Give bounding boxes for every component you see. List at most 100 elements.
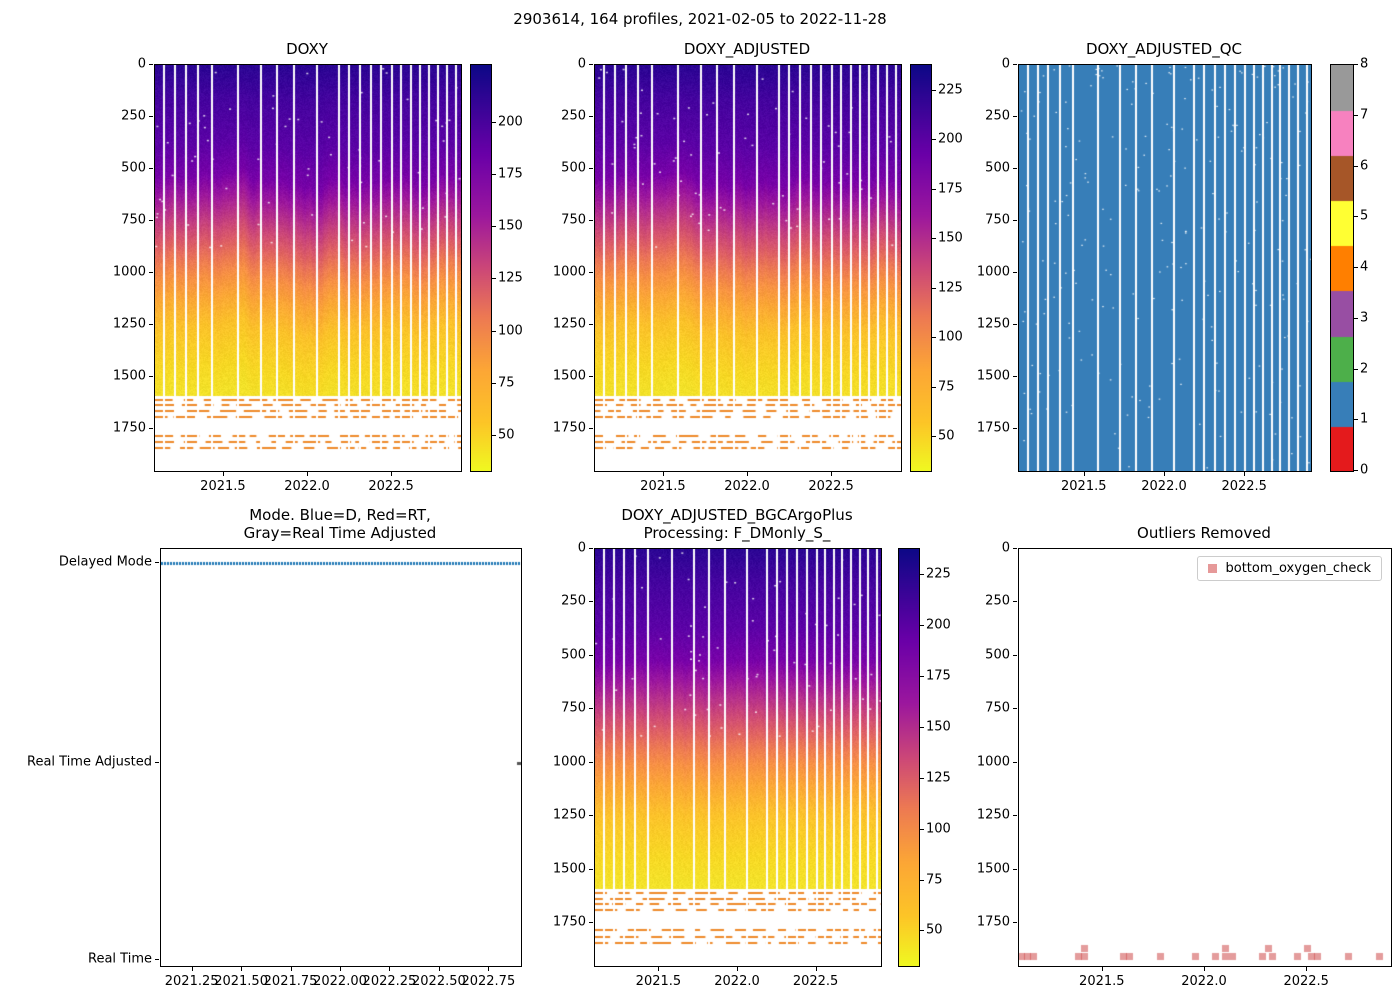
mode-scatter-canvas bbox=[160, 548, 522, 967]
y-tick-label: 750 bbox=[985, 212, 1010, 228]
colorbar-tick-label: 200 bbox=[498, 114, 523, 130]
colorbar-tick-mark bbox=[920, 930, 924, 932]
colorbar-tick-mark bbox=[1354, 64, 1358, 65]
colorbar-tick-mark bbox=[1354, 165, 1358, 167]
colorbar-tick-label: 50 bbox=[938, 428, 955, 444]
panel-bgc-title: DOXY_ADJUSTED_BGCArgoPlus Processing: F_… bbox=[621, 506, 853, 542]
y-tick-label: 250 bbox=[561, 593, 586, 609]
colorbar-tick-mark bbox=[920, 574, 924, 576]
y-tick-mark bbox=[1013, 815, 1017, 817]
colorbar-tick-mark bbox=[1354, 114, 1358, 116]
y-tick-mark bbox=[589, 324, 593, 326]
x-tick-mark bbox=[831, 472, 833, 476]
colorbar-tick-label: 150 bbox=[926, 719, 951, 735]
colorbar-tick-label: 200 bbox=[926, 617, 951, 633]
colorbar-tick-mark bbox=[932, 238, 936, 240]
colorbar-tick-label: 150 bbox=[498, 218, 523, 234]
outliers-scatter-canvas bbox=[1018, 548, 1392, 967]
panel-adjusted-title: DOXY_ADJUSTED bbox=[683, 40, 811, 58]
x-tick-mark bbox=[389, 967, 391, 971]
colorbar-tick-label: 100 bbox=[498, 323, 523, 338]
y-tick-label: 500 bbox=[985, 647, 1010, 663]
y-tick-mark bbox=[149, 376, 153, 378]
adjusted-heatmap-canvas bbox=[594, 64, 902, 472]
y-tick-label: Real Time Adjusted bbox=[27, 754, 152, 770]
y-tick-mark bbox=[1013, 922, 1017, 924]
bgc-colorbar bbox=[898, 548, 920, 967]
colorbar-tick-mark bbox=[920, 777, 924, 779]
x-tick-mark bbox=[290, 967, 292, 971]
x-tick-label: 2021.5 bbox=[635, 974, 682, 989]
y-tick-mark bbox=[1013, 64, 1017, 65]
colorbar-tick-mark bbox=[932, 139, 936, 141]
colorbar-tick-mark bbox=[1354, 470, 1358, 471]
x-tick-label: 2022.50 bbox=[412, 974, 466, 989]
figure-suptitle: 2903614, 164 profiles, 2021-02-05 to 202… bbox=[513, 10, 887, 28]
x-tick-mark bbox=[1101, 967, 1103, 971]
y-tick-label: Delayed Mode bbox=[58, 554, 152, 570]
x-tick-label: 2022.5 bbox=[1221, 479, 1267, 494]
colorbar-tick-mark bbox=[492, 330, 496, 332]
y-tick-mark bbox=[155, 761, 159, 763]
x-tick-mark bbox=[438, 967, 440, 971]
y-tick-mark bbox=[1013, 708, 1017, 710]
y-tick-label: 750 bbox=[985, 700, 1010, 716]
colorbar-tick-label: 50 bbox=[926, 922, 943, 938]
y-tick-label: 1250 bbox=[976, 807, 1010, 823]
colorbar-tick-mark bbox=[492, 122, 496, 124]
x-tick-mark bbox=[241, 967, 243, 971]
colorbar-tick-label: 5 bbox=[1360, 208, 1369, 224]
colorbar-tick-label: 7 bbox=[1360, 107, 1369, 123]
y-tick-mark bbox=[1013, 220, 1017, 222]
x-tick-label: 2022.5 bbox=[1283, 974, 1329, 989]
x-tick-mark bbox=[1306, 967, 1308, 971]
y-tick-mark bbox=[589, 428, 593, 430]
doxy-heatmap-canvas bbox=[154, 64, 462, 472]
y-tick-mark bbox=[589, 761, 593, 763]
x-tick-label: 2022.0 bbox=[724, 479, 770, 494]
y-tick-mark bbox=[589, 220, 593, 222]
y-tick-mark bbox=[589, 116, 593, 118]
y-tick-mark bbox=[1013, 654, 1017, 656]
y-tick-label: 0 bbox=[1001, 56, 1010, 72]
colorbar-tick-label: 200 bbox=[938, 131, 963, 147]
x-tick-mark bbox=[747, 472, 748, 476]
colorbar-tick-label: 50 bbox=[498, 427, 515, 443]
colorbar-tick-mark bbox=[1354, 368, 1358, 370]
doxy-colorbar bbox=[470, 64, 492, 472]
y-tick-label: 1750 bbox=[112, 420, 146, 436]
y-tick-mark bbox=[149, 116, 153, 118]
x-tick-mark bbox=[191, 967, 193, 971]
y-tick-label: 500 bbox=[561, 160, 586, 176]
colorbar-tick-mark bbox=[932, 89, 936, 91]
x-tick-label: 2021.5 bbox=[1061, 479, 1107, 494]
colorbar-tick-mark bbox=[932, 436, 936, 438]
y-tick-mark bbox=[1013, 761, 1017, 763]
y-tick-mark bbox=[149, 168, 153, 170]
y-tick-mark bbox=[589, 168, 593, 170]
y-tick-mark bbox=[1013, 548, 1017, 549]
colorbar-tick-mark bbox=[492, 278, 496, 280]
outliers-legend-label: bottom_oxygen_check bbox=[1225, 561, 1371, 576]
x-tick-mark bbox=[307, 472, 308, 476]
colorbar-tick-label: 175 bbox=[498, 166, 523, 182]
y-tick-mark bbox=[589, 708, 593, 710]
y-tick-label: 750 bbox=[561, 212, 586, 228]
colorbar-tick-mark bbox=[932, 386, 936, 388]
x-tick-label: 2021.5 bbox=[1079, 974, 1125, 989]
y-tick-label: 1000 bbox=[552, 754, 586, 770]
y-tick-label: 1500 bbox=[112, 368, 146, 384]
y-tick-label: 500 bbox=[985, 160, 1010, 176]
y-tick-mark bbox=[589, 601, 593, 603]
y-tick-label: 0 bbox=[137, 56, 146, 72]
colorbar-tick-label: 125 bbox=[498, 270, 523, 286]
y-tick-label: 1250 bbox=[552, 807, 586, 823]
y-tick-mark bbox=[1013, 868, 1017, 870]
x-tick-mark bbox=[737, 967, 738, 971]
colorbar-tick-label: 75 bbox=[926, 872, 943, 888]
y-tick-label: 1500 bbox=[552, 861, 586, 877]
y-tick-label: 1500 bbox=[976, 861, 1010, 877]
x-tick-mark bbox=[391, 472, 393, 476]
y-tick-mark bbox=[589, 376, 593, 378]
